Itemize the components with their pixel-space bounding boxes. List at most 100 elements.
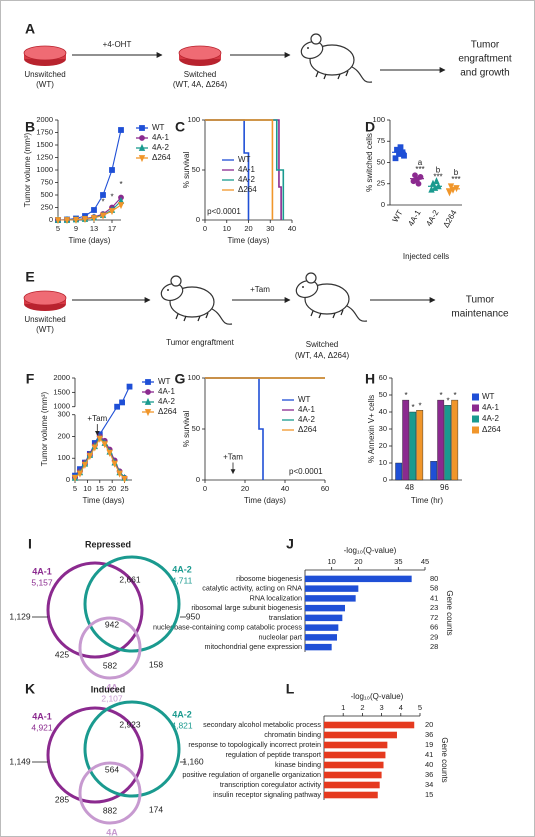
venn-circle <box>78 761 142 825</box>
mouse-tail <box>209 307 233 325</box>
marker <box>144 397 152 405</box>
gene-count: 19 <box>425 740 433 749</box>
annotation: * <box>110 193 113 202</box>
x-tick-label: 60 <box>321 484 329 493</box>
bar <box>305 575 412 583</box>
gene-count: 80 <box>430 574 438 583</box>
significance: * <box>411 403 414 412</box>
x-tick-label: 20 <box>244 224 252 233</box>
set-total: 4,711 <box>172 575 193 585</box>
venn-circle <box>46 706 144 804</box>
mouse-eye <box>167 289 169 291</box>
label: Switched <box>306 340 338 349</box>
gene-count: 58 <box>430 584 438 593</box>
mouse-foot <box>337 73 341 80</box>
x-tick-label: 20 <box>108 484 116 493</box>
bar <box>324 791 378 799</box>
set-total: 2,107 <box>101 693 123 703</box>
legend-swatch <box>472 393 479 401</box>
marker <box>446 189 453 197</box>
marker <box>101 441 108 449</box>
mouse-eye <box>302 286 304 288</box>
category-label: nucleobase-containing comp catabolic pro… <box>153 623 302 632</box>
y-tick-label: 10 <box>379 458 387 467</box>
mouse-foot <box>183 315 187 322</box>
mouse-foot <box>175 313 179 320</box>
venn-circle <box>83 555 181 653</box>
x-tick-label: 5 <box>418 703 422 712</box>
legend-label: WT <box>238 155 251 164</box>
mouse-head <box>160 282 184 302</box>
annotation: *** <box>415 165 424 174</box>
outcome: and growth <box>460 68 509 79</box>
legend-label: 4A-1 <box>158 387 175 396</box>
panel-label: L <box>286 681 295 697</box>
outcome: Tumor <box>471 40 500 51</box>
annotation: p<0.0001 <box>289 467 323 476</box>
legend-swatch <box>472 426 479 434</box>
bar <box>305 614 343 622</box>
gene-count: 34 <box>425 780 433 789</box>
bar <box>305 643 332 651</box>
x-tick-label: 4 <box>399 703 403 712</box>
venn-title: Repressed <box>85 539 131 549</box>
y-tick-label: 0 <box>49 215 53 224</box>
annotation: p<0.0001 <box>207 207 241 216</box>
bar <box>451 399 459 481</box>
gene-count: 20 <box>425 720 433 729</box>
x-tick-label: 35 <box>394 557 402 566</box>
y-tick-label: 1750 <box>36 127 53 136</box>
y-axis-title: % survival <box>182 152 191 189</box>
category-label: mitochondrial gene expression <box>205 642 303 651</box>
bar <box>430 461 438 481</box>
marker <box>91 207 97 213</box>
legend-label: WT <box>158 377 171 386</box>
mouse-ear <box>170 275 182 287</box>
mouse-foot <box>205 312 209 319</box>
legend-label: 4A-2 <box>238 175 255 184</box>
venn-count: 1,160 <box>182 756 204 766</box>
legend-swatch <box>472 415 479 423</box>
legend-label: Δ264 <box>482 425 501 434</box>
marker <box>139 135 145 141</box>
marker <box>401 152 407 159</box>
category-label: positive regulation of organelle organiz… <box>182 770 321 779</box>
outcome: Tumor <box>466 295 495 306</box>
bar <box>324 761 384 769</box>
venn-count: 1,129 <box>9 611 31 621</box>
set-name: 4A-2 <box>172 564 192 574</box>
x-tick-label: 40 <box>281 484 289 493</box>
annotation: b <box>436 165 441 174</box>
x-tick-label: 25 <box>120 484 128 493</box>
marker <box>116 470 123 478</box>
category-label: nucleolar part <box>258 632 302 641</box>
marker <box>71 474 79 482</box>
marker <box>433 177 440 185</box>
venn-count: 1,149 <box>9 756 31 766</box>
marker <box>447 183 455 191</box>
outcome: engraftment <box>458 54 512 65</box>
x-axis-title: -log₁₀(Q-value) <box>344 546 397 555</box>
gene-count: 15 <box>425 790 433 799</box>
marker <box>76 470 84 478</box>
marker <box>415 180 422 187</box>
marker <box>119 399 125 406</box>
mouse-foot <box>332 312 336 319</box>
venn-count: 2,923 <box>119 719 141 729</box>
y-tick-label: 20 <box>379 441 387 450</box>
x-tick-label: 40 <box>288 224 296 233</box>
dish <box>178 45 222 61</box>
panel-label: K <box>25 681 35 697</box>
marker <box>100 192 106 198</box>
venn-count: 2,661 <box>119 574 141 584</box>
x-axis-title: -log₁₀(Q-value) <box>351 692 404 701</box>
y-axis-title: Tumor volume (mm³) <box>23 132 32 207</box>
marker <box>81 216 89 224</box>
bar <box>305 604 345 612</box>
mouse-foot <box>318 312 322 319</box>
gene-count: 36 <box>425 770 433 779</box>
label: Tumor engraftment <box>166 338 235 347</box>
venn-count: 882 <box>103 805 117 815</box>
venn-count: 285 <box>55 794 69 804</box>
x-tick-label: 5 <box>56 224 60 233</box>
